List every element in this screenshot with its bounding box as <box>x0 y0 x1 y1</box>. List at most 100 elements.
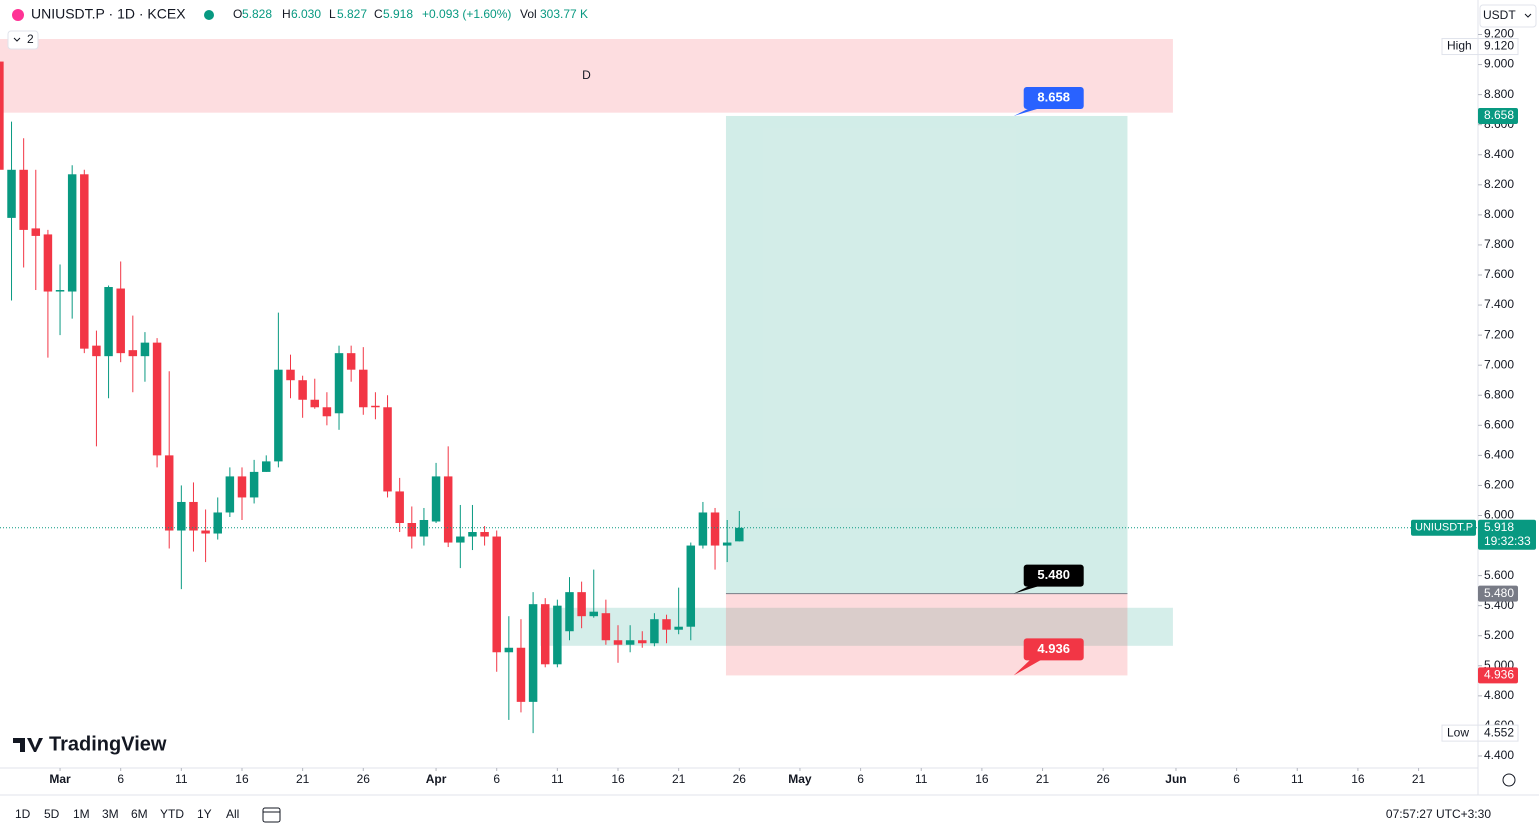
last-price-badge <box>1478 519 1536 550</box>
market-status <box>204 10 214 20</box>
x-tick-label: Jun <box>1165 772 1186 786</box>
calendar-icon <box>262 807 281 823</box>
indicator-count: 2 <box>27 32 34 46</box>
x-tick-label: 26 <box>1097 772 1111 786</box>
y-tick-label: 9.200 <box>1484 27 1514 41</box>
candle-body <box>443 476 453 543</box>
x-tick-label: 16 <box>1351 772 1365 786</box>
x-tick-label: May <box>788 772 812 786</box>
candle-body <box>7 169 16 218</box>
date-range-icon[interactable] <box>262 807 281 823</box>
marker-value: 9.120 <box>1484 39 1514 53</box>
close-value: 5.918 <box>383 7 413 21</box>
y-tick-label: 8.800 <box>1484 87 1514 101</box>
y-tick-label: 6.800 <box>1484 387 1514 401</box>
x-tick-label: 21 <box>296 772 310 786</box>
x-tick-label: 11 <box>1291 772 1304 786</box>
candle-body <box>407 523 417 537</box>
candle-body <box>286 369 295 381</box>
last-price-label: 5.918 <box>1484 520 1514 534</box>
candle-body <box>249 471 259 498</box>
candle-body <box>359 369 368 408</box>
y-tick-label: 8.400 <box>1484 147 1514 161</box>
axis-badge-label: 5.480 <box>1484 586 1514 600</box>
currency-select[interactable] <box>1479 4 1537 28</box>
candle-body <box>104 287 113 357</box>
price-tag <box>1023 564 1084 587</box>
x-tick-label: 16 <box>611 772 625 786</box>
axis-badge <box>1478 585 1518 602</box>
x-tick-label: 6 <box>493 772 500 786</box>
low-label: L <box>329 7 336 21</box>
price-tag-label: 8.658 <box>1037 89 1070 104</box>
candle-body <box>625 640 635 645</box>
x-tick-label: 16 <box>975 772 989 786</box>
axis-badge <box>1478 667 1518 684</box>
x-tick-label: 21 <box>1036 772 1050 786</box>
candle-body <box>516 647 526 702</box>
candle-body <box>638 640 647 644</box>
price-tag-label: 4.936 <box>1037 641 1070 656</box>
candle-body <box>237 476 247 498</box>
range-button[interactable]: 5D <box>44 807 60 821</box>
candle-body <box>19 169 28 230</box>
candle-body <box>225 476 235 513</box>
chevron-icon <box>13 37 21 42</box>
candle-body <box>140 342 150 357</box>
plot-area: D 8.658 5.480 4.936 <box>0 39 1478 734</box>
range-button[interactable]: YTD <box>160 807 184 821</box>
overlay: UNIUSDT.P · 1D · KCEX O 5.828 H 6.030 L … <box>7 4 1537 823</box>
candle-body <box>31 228 41 236</box>
candle-body <box>589 611 598 617</box>
price-tag-label: 5.480 <box>1037 567 1070 582</box>
x-tick-label: 11 <box>915 772 928 786</box>
candle-body <box>189 501 198 531</box>
settings-icon[interactable] <box>1502 773 1516 787</box>
candle-body <box>710 512 720 546</box>
candle-body <box>383 407 392 492</box>
candle-body <box>577 592 586 617</box>
change: +0.093 (+1.60%) <box>422 7 511 21</box>
x-tick-label: Apr <box>426 772 447 786</box>
x-tick-label: 6 <box>1233 772 1240 786</box>
candle-body <box>674 626 683 630</box>
x-tick-label: 16 <box>235 772 249 786</box>
clock: 07:57:27 UTC+3:30 <box>1386 807 1491 821</box>
open-value: 5.828 <box>242 7 272 21</box>
candle-body <box>504 647 514 653</box>
candle-body <box>310 399 320 408</box>
range-button[interactable]: All <box>226 807 239 821</box>
price-tag <box>1023 86 1084 109</box>
indicator-toggle[interactable] <box>7 30 39 50</box>
range-button[interactable]: 1D <box>15 807 31 821</box>
candle-body <box>395 491 404 524</box>
high-label: H <box>282 7 291 21</box>
currency-label: USDT <box>1483 8 1516 22</box>
candle-body <box>698 512 708 546</box>
candle-body <box>298 380 307 400</box>
axis-badge-label: 4.936 <box>1484 668 1514 682</box>
candle-body <box>431 476 441 522</box>
y-tick-label: 9.000 <box>1484 57 1514 71</box>
y-tick-label: 7.800 <box>1484 237 1514 251</box>
range-button[interactable]: 6M <box>131 807 148 821</box>
range-button[interactable]: 3M <box>102 807 119 821</box>
x-tick-label: 11 <box>551 772 564 786</box>
candle-body <box>152 342 162 456</box>
candle-body <box>662 619 671 630</box>
close-label: C <box>374 7 383 21</box>
candle-body <box>55 290 65 292</box>
candle-body <box>722 542 732 546</box>
y-tick-label: 5.600 <box>1484 568 1514 582</box>
candle-body <box>346 353 356 370</box>
range-button[interactable]: 1M <box>73 807 90 821</box>
candle-body <box>613 640 623 645</box>
symbol-icon <box>12 9 24 21</box>
axis-badge-label: 8.658 <box>1484 108 1514 122</box>
range-button[interactable]: 1Y <box>197 807 212 821</box>
marker-value: 4.552 <box>1484 725 1514 739</box>
symbol-title: UNIUSDT.P · 1D · KCEX <box>31 6 186 22</box>
x-tick-label: 26 <box>357 772 371 786</box>
y-tick-label: 7.600 <box>1484 267 1514 281</box>
